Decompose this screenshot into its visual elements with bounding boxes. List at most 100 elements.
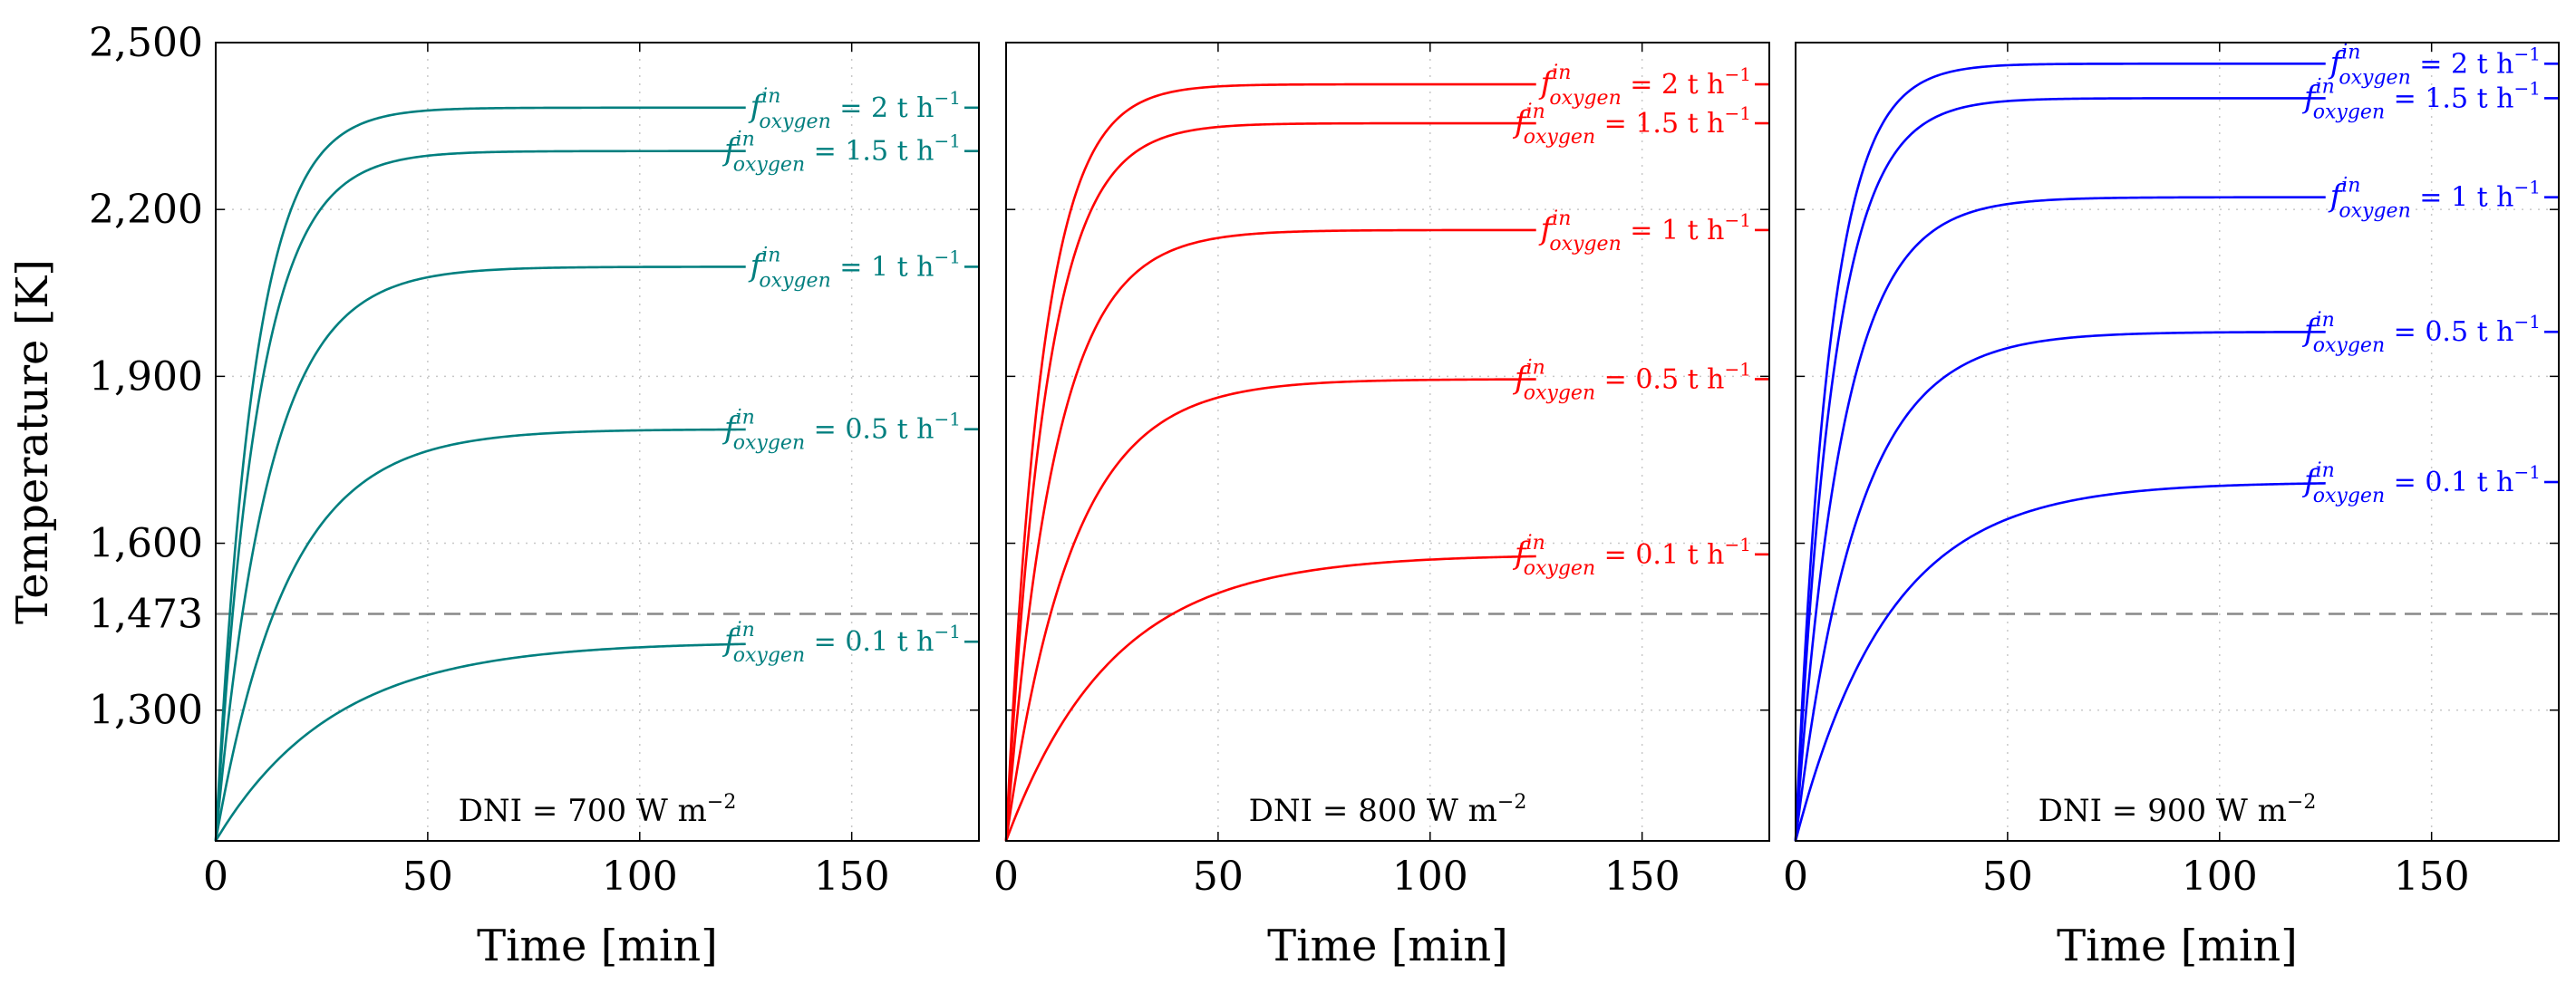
series-line	[1794, 196, 2326, 842]
series-line	[1004, 82, 1536, 842]
label-superscript: in	[761, 244, 780, 266]
series-line	[1004, 378, 1536, 842]
series-label: fin oxygen = 1 t h−1	[2328, 175, 2541, 223]
label-superscript: in	[2316, 309, 2335, 332]
label-rate: = 1	[1622, 215, 1688, 246]
panel-title-exponent: −2	[707, 791, 736, 814]
label-unit: t h	[1688, 363, 1725, 395]
label-subscript: oxygen	[1524, 557, 1595, 580]
label-subscript: oxygen	[759, 269, 830, 292]
x-tick-label: 150	[2394, 854, 2470, 900]
y-tick-label: 1,900	[89, 353, 203, 400]
x-axis-label: Time [min]	[1267, 921, 1508, 971]
panel-title: DNI = 800 W m−2	[1249, 791, 1527, 829]
panel-frame	[1005, 42, 1770, 842]
panel-frame	[215, 42, 980, 842]
label-rate: = 1.5	[1595, 108, 1687, 140]
label-unit: t h	[1688, 108, 1725, 140]
label-unit-exponent: −1	[935, 246, 961, 267]
label-superscript: in	[1552, 207, 1571, 230]
label-subscript: oxygen	[2313, 485, 2385, 507]
series-line	[1004, 121, 1536, 842]
label-superscript: in	[736, 619, 755, 642]
label-unit: t h	[2477, 316, 2514, 348]
series-label: fin oxygen = 0.1 t h−1	[1512, 532, 1751, 580]
x-tick-label: 150	[1604, 854, 1680, 900]
y-tick-label: 2,500	[89, 20, 203, 66]
label-rate: = 2	[2411, 48, 2477, 80]
label-rate: = 0.1	[1595, 539, 1687, 571]
series-label: fin oxygen = 1.5 t h−1	[2301, 75, 2541, 123]
label-rate: = 1.5	[805, 136, 896, 168]
series-line	[1004, 228, 1536, 842]
label-unit-exponent: −1	[1725, 358, 1751, 380]
label-unit: t h	[897, 626, 935, 658]
label-superscript: in	[1526, 101, 1545, 123]
label-unit-exponent: −1	[1725, 534, 1751, 555]
label-unit-exponent: −1	[2514, 311, 2541, 333]
panel-title-text: DNI = 700 W m	[459, 793, 707, 829]
label-superscript: in	[2341, 175, 2360, 198]
label-unit: t h	[2477, 182, 2514, 214]
label-rate: = 2	[1622, 69, 1688, 101]
label-rate: = 1	[2411, 182, 2477, 214]
label-subscript: oxygen	[2313, 101, 2385, 123]
label-rate: = 1	[831, 251, 897, 283]
label-unit: t h	[1688, 215, 1725, 246]
label-unit-exponent: −1	[2514, 77, 2541, 99]
x-tick-label: 50	[1193, 854, 1244, 900]
label-subscript: oxygen	[733, 432, 805, 455]
label-subscript: oxygen	[1549, 233, 1621, 256]
series-line	[1794, 63, 2326, 842]
series-label: fin oxygen = 1.5 t h−1	[1512, 101, 1751, 149]
series-line	[1004, 555, 1536, 842]
series-line	[214, 265, 746, 842]
label-superscript: in	[2316, 75, 2335, 98]
label-subscript: oxygen	[1549, 87, 1621, 110]
panel-title: DNI = 900 W m−2	[2039, 791, 2317, 829]
label-unit: t h	[2477, 82, 2514, 114]
label-unit: t h	[897, 136, 935, 168]
label-subscript: oxygen	[2339, 66, 2410, 89]
panel-title: DNI = 700 W m−2	[459, 791, 737, 829]
label-superscript: in	[2316, 459, 2335, 482]
series-label: fin oxygen = 0.1 t h−1	[2301, 459, 2541, 507]
label-unit: t h	[1688, 539, 1725, 571]
label-unit: t h	[897, 251, 935, 283]
label-unit-exponent: −1	[935, 87, 961, 109]
series-label: fin oxygen = 2 t h−1	[2328, 41, 2541, 89]
x-axis-label: Time [min]	[477, 921, 718, 971]
label-superscript: in	[1526, 532, 1545, 555]
label-unit-exponent: −1	[935, 621, 961, 642]
label-rate: = 1.5	[2385, 82, 2476, 114]
series-line	[1794, 97, 2326, 842]
label-unit-exponent: −1	[1725, 63, 1751, 85]
label-subscript: oxygen	[759, 111, 830, 133]
series-label: fin oxygen = 2 t h−1	[748, 85, 961, 133]
label-unit: t h	[1688, 69, 1725, 101]
label-rate: = 0.1	[2385, 467, 2476, 498]
label-subscript: oxygen	[2339, 200, 2410, 223]
series-line	[214, 642, 746, 842]
series-label: fin oxygen = 0.5 t h−1	[721, 407, 961, 455]
label-subscript: oxygen	[2313, 334, 2385, 357]
y-axis-label: Temperature [K]	[7, 259, 58, 624]
label-rate: = 0.5	[1595, 363, 1687, 395]
series-line	[214, 428, 746, 842]
label-unit-exponent: −1	[2514, 461, 2541, 483]
y-tick-label: 2,200	[89, 187, 203, 233]
label-superscript: in	[761, 85, 780, 108]
series-line	[1794, 482, 2326, 842]
y-tick-label: 1,473	[89, 592, 203, 638]
label-unit-exponent: −1	[1725, 209, 1751, 231]
series-label: fin oxygen = 0.1 t h−1	[721, 619, 961, 667]
series-line	[214, 106, 746, 842]
series-label: fin oxygen = 1.5 t h−1	[721, 129, 961, 177]
series-line	[1794, 331, 2326, 842]
panel-title-text: DNI = 800 W m	[1249, 793, 1497, 829]
series-label: fin oxygen = 1 t h−1	[748, 244, 961, 292]
